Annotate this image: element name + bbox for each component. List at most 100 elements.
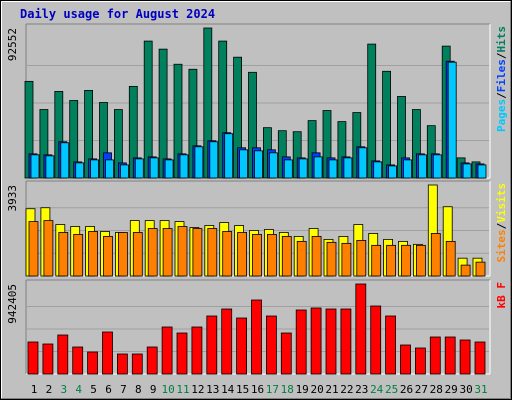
bar bbox=[209, 141, 219, 179]
bar bbox=[370, 305, 382, 375]
bar bbox=[177, 226, 188, 277]
bar bbox=[371, 244, 382, 277]
x-tick-label: 16 bbox=[251, 383, 264, 396]
x-tick-label: 12 bbox=[191, 383, 204, 396]
bar bbox=[206, 315, 218, 375]
legend-separator: / bbox=[495, 92, 508, 99]
chart-title: Daily usage for August 2024 bbox=[20, 7, 215, 21]
bar bbox=[149, 157, 159, 179]
bar bbox=[221, 308, 233, 375]
x-tick-label: 6 bbox=[105, 383, 112, 396]
bar bbox=[295, 309, 307, 375]
x-tick-label: 2 bbox=[46, 383, 53, 396]
bar bbox=[313, 156, 323, 179]
bar bbox=[417, 154, 427, 179]
bar bbox=[118, 232, 128, 277]
bar bbox=[432, 154, 442, 179]
bar bbox=[310, 307, 322, 375]
x-tick-label: 10 bbox=[161, 383, 174, 396]
x-tick-label: 20 bbox=[310, 383, 323, 396]
y-tick-label: 3933 bbox=[6, 185, 19, 212]
bar bbox=[120, 164, 129, 179]
bar bbox=[281, 236, 292, 277]
bar bbox=[102, 331, 113, 375]
bar bbox=[341, 242, 352, 277]
x-tick-label: 14 bbox=[221, 383, 235, 396]
bar bbox=[367, 43, 377, 179]
legend-entry: Pages bbox=[495, 99, 508, 132]
x-tick-label: 1 bbox=[31, 383, 38, 396]
bar bbox=[268, 152, 278, 179]
bar bbox=[73, 234, 84, 277]
legend-entry: Visits bbox=[495, 183, 508, 223]
x-tick-label: 3 bbox=[60, 383, 67, 396]
bar bbox=[87, 351, 98, 375]
bar bbox=[459, 339, 471, 375]
bar bbox=[236, 317, 248, 375]
legend-separator: / bbox=[495, 52, 508, 59]
x-tick-label: 21 bbox=[325, 383, 338, 396]
bar bbox=[358, 147, 368, 179]
bar bbox=[28, 221, 39, 277]
bar bbox=[239, 149, 249, 179]
bar bbox=[43, 220, 54, 277]
bar bbox=[475, 261, 486, 277]
x-tick-label: 27 bbox=[415, 383, 428, 396]
bar bbox=[415, 244, 426, 277]
bar bbox=[311, 236, 322, 277]
x-tick-label: 5 bbox=[90, 383, 97, 396]
bar bbox=[462, 163, 472, 179]
legend-entry: Files bbox=[495, 59, 508, 92]
bar bbox=[283, 159, 293, 179]
bar bbox=[382, 70, 392, 179]
bar bbox=[88, 231, 98, 277]
x-tick-label: 19 bbox=[296, 383, 309, 396]
x-tick-label: 11 bbox=[176, 383, 189, 396]
y-tick-label: 92552 bbox=[6, 28, 19, 61]
bar bbox=[388, 165, 398, 179]
x-tick-label: 28 bbox=[430, 383, 443, 396]
bar bbox=[207, 228, 218, 277]
x-tick-label: 31 bbox=[474, 383, 487, 396]
bar bbox=[251, 299, 262, 375]
bar bbox=[179, 154, 189, 179]
bar bbox=[355, 283, 367, 375]
bar bbox=[103, 236, 113, 277]
bar bbox=[373, 161, 383, 179]
bar bbox=[60, 142, 70, 179]
bar bbox=[328, 159, 338, 179]
bar bbox=[325, 308, 337, 375]
bar bbox=[265, 315, 277, 375]
bar bbox=[192, 228, 203, 277]
bar bbox=[444, 336, 456, 375]
bar bbox=[224, 133, 234, 179]
bar bbox=[429, 336, 441, 375]
bar bbox=[105, 159, 114, 179]
bar bbox=[222, 231, 233, 277]
x-tick-label: 30 bbox=[459, 383, 472, 396]
x-tick-label: 8 bbox=[135, 383, 142, 396]
bar bbox=[385, 315, 397, 375]
bar bbox=[75, 162, 85, 179]
bar bbox=[252, 234, 262, 277]
bar bbox=[134, 158, 144, 179]
bar bbox=[460, 264, 471, 277]
x-tick-label: 18 bbox=[281, 383, 294, 396]
bar bbox=[132, 232, 143, 277]
legend-entry: kB F bbox=[495, 282, 508, 309]
bar bbox=[414, 347, 426, 375]
x-tick-label: 4 bbox=[75, 383, 82, 396]
bar bbox=[356, 239, 367, 277]
bar bbox=[266, 234, 277, 277]
bar bbox=[30, 154, 40, 179]
bar bbox=[45, 155, 55, 179]
bar bbox=[176, 332, 188, 375]
bar bbox=[474, 341, 486, 375]
bar bbox=[164, 159, 174, 179]
bar bbox=[58, 232, 69, 277]
legend: Sites/Visits bbox=[495, 183, 508, 263]
bar bbox=[161, 326, 173, 375]
bar bbox=[90, 159, 99, 179]
legend-entry: Hits bbox=[495, 26, 508, 53]
bar bbox=[445, 240, 456, 277]
